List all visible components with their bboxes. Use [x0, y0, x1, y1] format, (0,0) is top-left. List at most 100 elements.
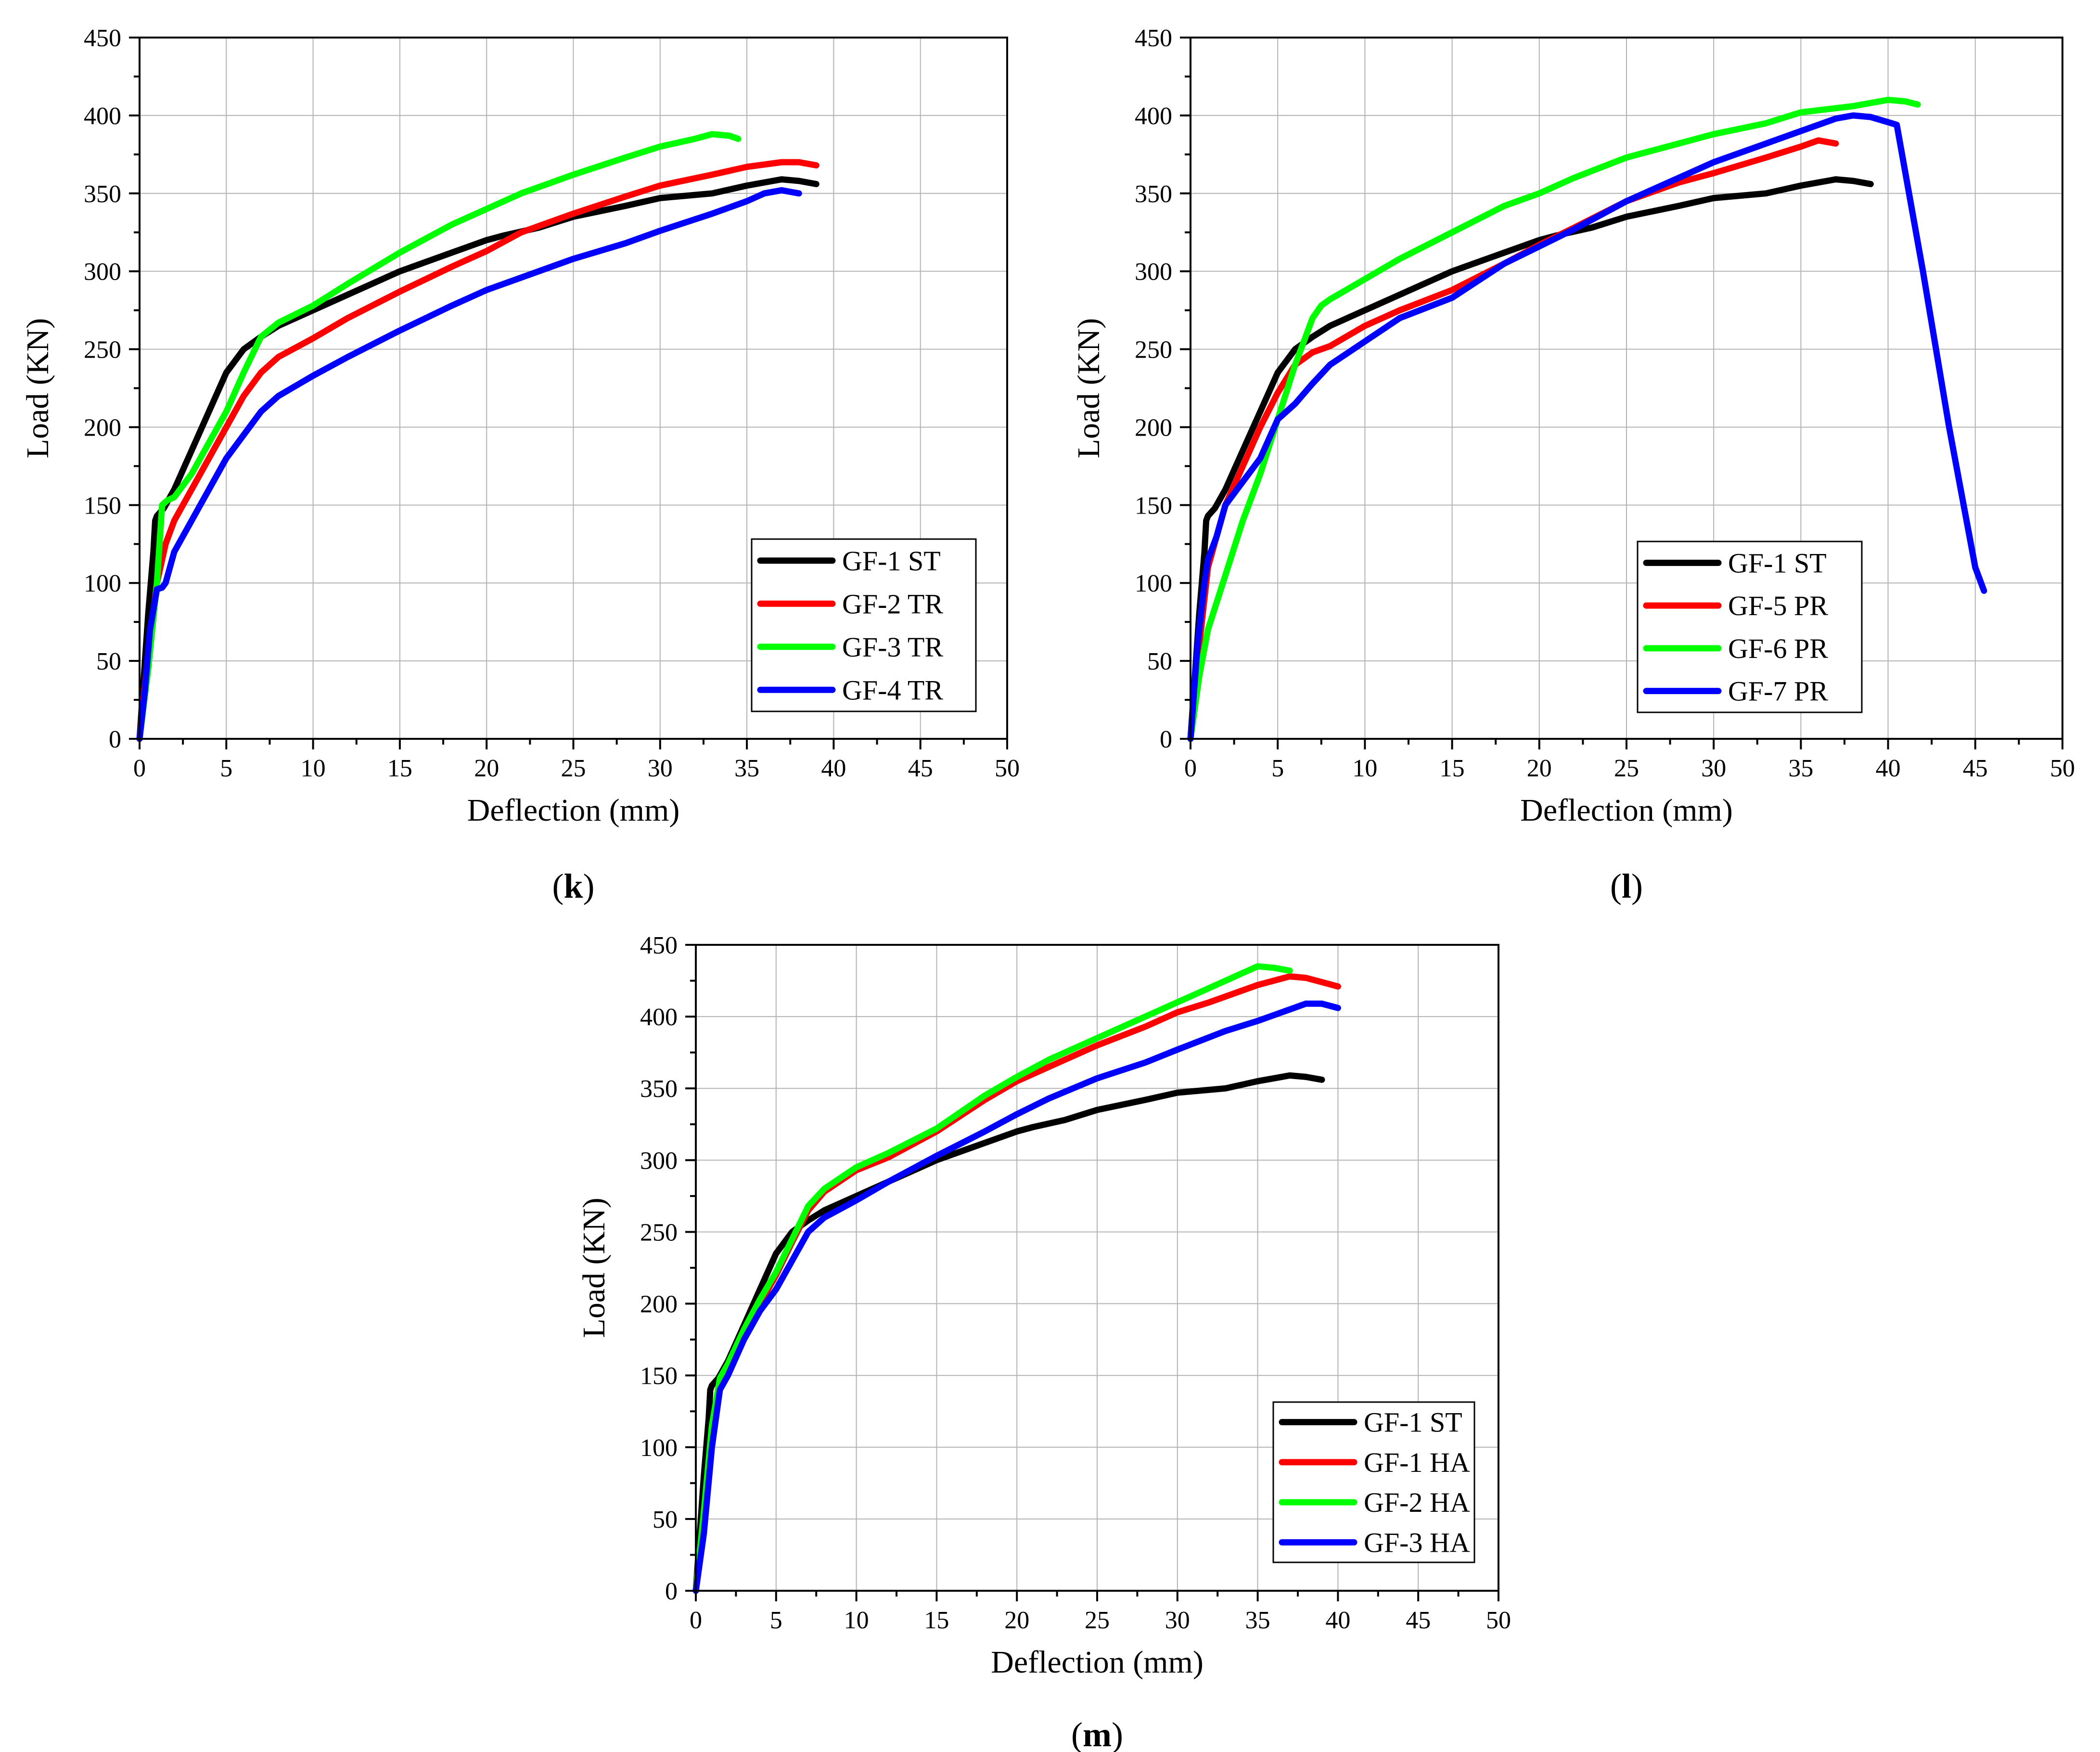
x-tick-label: 5 [1271, 755, 1284, 782]
x-tick-label: 40 [1325, 1607, 1350, 1634]
series-line-gf-4-tr [136, 187, 802, 742]
x-tick-label: 10 [844, 1607, 869, 1634]
y-tick-label: 200 [1135, 414, 1172, 441]
panel-label: (l) [1610, 867, 1643, 905]
y-tick-label: 150 [84, 492, 121, 519]
y-tick-label: 350 [84, 180, 121, 208]
series-line-gf-3-ha [692, 1000, 1341, 1594]
series-line-gf-7-pr [1187, 112, 1987, 742]
x-tick-label: 45 [908, 755, 933, 782]
y-tick-label: 250 [84, 336, 121, 364]
y-tick-label: 200 [640, 1291, 678, 1318]
x-axis-label: Deflection (mm) [467, 793, 680, 828]
panel-letter: m [1083, 1715, 1112, 1752]
x-tick-label: 40 [1876, 755, 1901, 782]
legend-entry: GF-3 HA [1364, 1527, 1470, 1558]
axis-ticks [129, 37, 1008, 749]
y-tick-label: 450 [640, 932, 678, 959]
legend-entry: GF-2 TR [842, 588, 943, 619]
x-tick-label: 15 [924, 1607, 949, 1634]
chart-panel-m: 0 5 10 15 20 25 30 35 40 45 50 0 50 100 150 200 250 300 35… [576, 932, 1511, 1752]
x-tick-label: 25 [1085, 1607, 1110, 1634]
series-lines [1187, 97, 1987, 742]
x-tick-label: 5 [220, 755, 232, 782]
y-tick-label: 50 [653, 1506, 678, 1533]
legend-box [751, 538, 977, 712]
series-line-gf-2-tr [136, 159, 820, 742]
x-tick-label: 30 [648, 755, 673, 782]
x-axis-label: Deflection (mm) [991, 1645, 1204, 1680]
x-tick-label: 15 [387, 755, 412, 782]
chart-panel-l: 0 5 10 15 20 25 30 35 40 45 50 0 50 100 150 200 250 300 35… [1071, 25, 2075, 905]
legend: GF-1 ST GF-5 PR GF-6 PR GF-7 PR [1637, 541, 1863, 713]
tick-labels: 0 5 10 15 20 25 30 35 40 45 50 0 50 100 150 200 250 300 35… [84, 25, 1020, 782]
tick-labels: 0 5 10 15 20 25 30 35 40 45 50 0 50 100 150 200 250 300 35… [1135, 25, 2075, 782]
legend-entry: GF-1 ST [842, 545, 941, 577]
x-tick-label: 45 [1406, 1607, 1431, 1634]
x-tick-label: 35 [734, 755, 759, 782]
x-axis-label: Deflection (mm) [1520, 793, 1733, 828]
y-tick-label: 450 [1135, 25, 1172, 52]
y-tick-label: 0 [109, 726, 121, 753]
y-tick-label: 400 [1135, 103, 1172, 130]
x-tick-label: 40 [821, 755, 846, 782]
y-tick-label: 150 [1135, 492, 1172, 519]
series-line-gf-2-ha [692, 963, 1293, 1594]
y-axis-label: Load (KN) [1071, 318, 1106, 458]
y-tick-label: 100 [1135, 570, 1172, 597]
x-tick-label: 50 [2050, 755, 2075, 782]
y-tick-label: 0 [665, 1578, 678, 1605]
x-tick-label: 0 [133, 755, 146, 782]
x-tick-label: 35 [1788, 755, 1813, 782]
y-tick-label: 350 [1135, 180, 1172, 208]
y-axis-label: Load (KN) [20, 318, 55, 458]
legend-entry: GF-1 ST [1364, 1407, 1462, 1438]
tick-labels: 0 5 10 15 20 25 30 35 40 45 50 0 50 100 150 200 250 300 35… [640, 932, 1511, 1634]
x-tick-label: 25 [1614, 755, 1639, 782]
x-tick-label: 0 [690, 1607, 702, 1634]
y-axis-label: Load (KN) [576, 1198, 612, 1338]
x-tick-label: 20 [1004, 1607, 1029, 1634]
legend: GF-1 ST GF-2 TR GF-3 TR GF-4 TR [751, 538, 977, 712]
y-tick-label: 200 [84, 414, 121, 441]
x-tick-label: 35 [1245, 1607, 1270, 1634]
chart-panel-k: 0 5 10 15 20 25 30 35 40 45 50 0 50 100 150 200 250 300 35… [20, 25, 1020, 905]
series-line-gf-3-tr [136, 131, 742, 742]
series-lines [136, 131, 820, 742]
x-tick-label: 45 [1963, 755, 1988, 782]
x-tick-label: 15 [1440, 755, 1465, 782]
x-tick-label: 10 [301, 755, 326, 782]
legend-entry: GF-1 HA [1364, 1447, 1470, 1478]
y-tick-label: 400 [84, 103, 121, 130]
series-line-gf-1-st [1187, 176, 1874, 742]
series-line-gf-6-pr [1187, 97, 1921, 742]
y-tick-label: 400 [640, 1004, 678, 1031]
x-tick-label: 50 [1486, 1607, 1511, 1634]
axis-ticks [1180, 37, 2063, 749]
panel-label: (m) [1071, 1715, 1123, 1752]
panel-letter: k [563, 867, 583, 905]
y-tick-label: 250 [640, 1219, 678, 1246]
series-lines [692, 963, 1341, 1594]
x-tick-label: 30 [1165, 1607, 1190, 1634]
series-line-gf-5-pr [1187, 137, 1839, 742]
x-tick-label: 50 [995, 755, 1020, 782]
legend-box [1272, 1401, 1475, 1563]
y-tick-label: 300 [640, 1147, 678, 1174]
legend-entry: GF-1 ST [1728, 547, 1827, 579]
y-tick-label: 50 [1147, 648, 1172, 675]
y-tick-label: 100 [640, 1434, 678, 1462]
legend-entry: GF-7 PR [1728, 676, 1828, 707]
x-tick-label: 10 [1352, 755, 1377, 782]
y-tick-label: 300 [84, 258, 121, 286]
y-tick-label: 450 [84, 25, 121, 52]
legend-entry: GF-3 TR [842, 631, 943, 663]
legend-entry: GF-2 HA [1364, 1487, 1470, 1518]
grid-lines [140, 38, 1007, 739]
x-tick-label: 20 [474, 755, 499, 782]
legend-entry: GF-5 PR [1728, 590, 1828, 621]
y-tick-label: 350 [640, 1075, 678, 1103]
legend-entry: GF-4 TR [842, 674, 943, 706]
x-tick-label: 0 [1184, 755, 1197, 782]
